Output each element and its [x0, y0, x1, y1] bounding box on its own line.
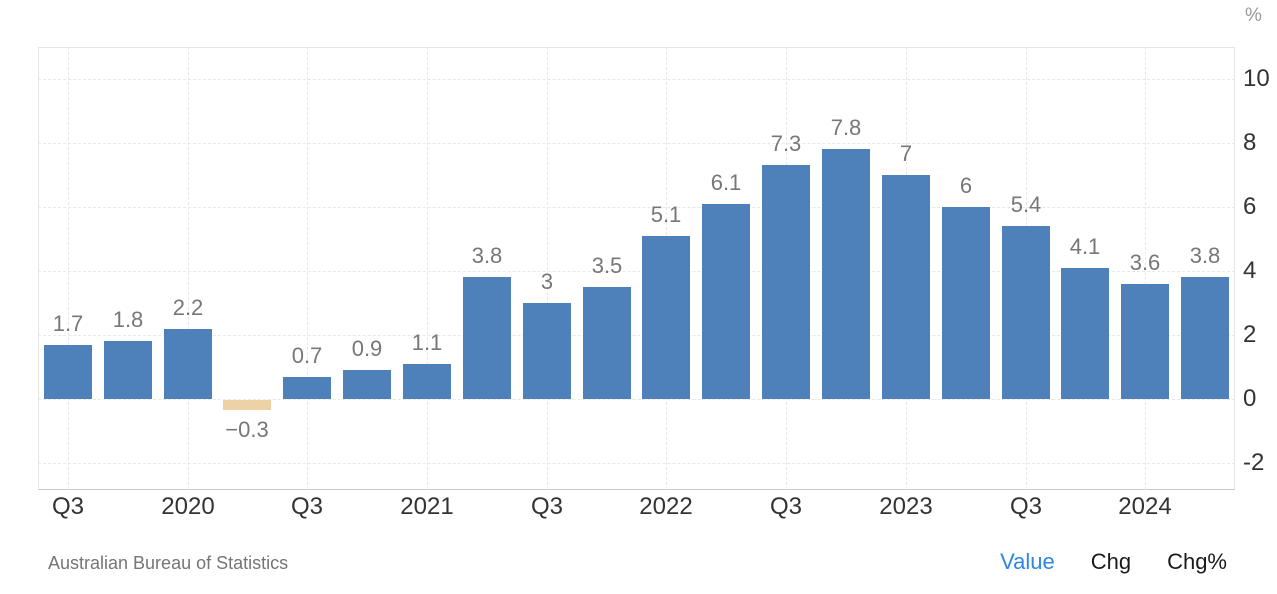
y-axis-tick-label: 2 — [1243, 321, 1257, 348]
data-bar[interactable] — [762, 165, 810, 399]
y-axis-tick-label: 6 — [1243, 193, 1257, 220]
y-axis-tick-label: 4 — [1243, 257, 1257, 284]
bar-value-label: 0.9 — [351, 336, 383, 361]
horizontal-gridline — [38, 79, 1235, 80]
bar-value-label: 5.1 — [650, 202, 682, 227]
data-bar[interactable] — [1181, 277, 1229, 399]
data-bar[interactable] — [44, 345, 92, 399]
bar-value-label: 6 — [959, 173, 973, 198]
x-axis-tick-label: 2023 — [879, 493, 933, 520]
x-axis-tick-label: Q3 — [51, 493, 84, 520]
vertical-gridline — [188, 47, 189, 490]
horizontal-gridline — [38, 143, 1235, 144]
bar-value-label: 3 — [540, 269, 554, 294]
data-bar[interactable] — [1061, 268, 1109, 399]
data-bar[interactable] — [343, 370, 391, 399]
data-bar[interactable] — [942, 207, 990, 399]
x-axis-tick-label: 2020 — [161, 493, 215, 520]
vertical-gridline — [307, 47, 308, 490]
vertical-gridline — [547, 47, 548, 490]
bar-value-label: 1.8 — [112, 307, 144, 332]
data-bar[interactable] — [882, 175, 930, 399]
footer-link-chg[interactable]: Chg — [1090, 549, 1132, 574]
vertical-gridline — [427, 47, 428, 490]
bar-value-label: 1.7 — [52, 311, 84, 336]
horizontal-gridline — [38, 399, 1235, 400]
plot-area — [38, 47, 1235, 490]
bar-value-label: 6.1 — [710, 170, 742, 195]
bar-value-label: 3.8 — [471, 243, 503, 268]
footer-link-chg[interactable]: Chg% — [1167, 549, 1227, 574]
data-bar[interactable] — [583, 287, 631, 399]
bar-value-label: 3.5 — [591, 253, 623, 278]
source-attribution: Australian Bureau of Statistics — [48, 553, 289, 573]
footer-link-value[interactable]: Value — [1000, 549, 1055, 574]
bar-value-label: 0.7 — [291, 343, 323, 368]
x-axis-tick-label: 2022 — [639, 493, 693, 520]
x-axis-tick-label: 2021 — [400, 493, 454, 520]
bar-value-label: 7.8 — [830, 115, 862, 140]
bar-value-label: 1.1 — [411, 330, 443, 355]
x-axis-tick-label: Q3 — [769, 493, 802, 520]
data-bar[interactable] — [223, 400, 271, 410]
vertical-gridline — [1145, 47, 1146, 490]
bar-value-label: 2.2 — [172, 295, 204, 320]
chart-footer: Australian Bureau of Statistics Value Chg… — [48, 549, 1227, 576]
bar-value-label: 3.8 — [1189, 243, 1221, 268]
data-bar[interactable] — [642, 236, 690, 399]
data-bar[interactable] — [283, 377, 331, 399]
data-bar[interactable] — [463, 277, 511, 399]
bar-value-label: 5.4 — [1010, 192, 1042, 217]
data-bar[interactable] — [164, 329, 212, 399]
y-axis-tick-label: 8 — [1243, 129, 1257, 156]
x-axis-tick-label: Q3 — [290, 493, 323, 520]
horizontal-gridline — [38, 463, 1235, 464]
x-axis-tick-label: Q3 — [530, 493, 563, 520]
y-axis-tick-label: 0 — [1243, 385, 1257, 412]
data-bar[interactable] — [403, 364, 451, 399]
data-bar[interactable] — [822, 149, 870, 399]
vertical-gridline — [68, 47, 69, 490]
bar-value-label: 3.6 — [1129, 250, 1161, 275]
horizontal-gridline — [38, 271, 1235, 272]
footer-links: Value Chg Chg% — [1000, 549, 1227, 575]
horizontal-gridline — [38, 207, 1235, 208]
data-bar[interactable] — [523, 303, 571, 399]
y-axis-tick-label: 10 — [1243, 65, 1270, 92]
data-bar[interactable] — [1121, 284, 1169, 399]
data-bar[interactable] — [702, 204, 750, 399]
x-axis-tick-label: 2024 — [1118, 493, 1172, 520]
bar-value-label: 7 — [899, 141, 913, 166]
data-bar[interactable] — [104, 341, 152, 399]
data-bar[interactable] — [1002, 226, 1050, 399]
horizontal-gridline — [38, 335, 1235, 336]
bar-value-label: 4.1 — [1069, 234, 1101, 259]
bar-value-label: 7.3 — [770, 131, 802, 156]
x-axis-tick-label: Q3 — [1009, 493, 1042, 520]
y-axis-unit-label: % — [1245, 5, 1262, 26]
bar-value-label: −0.3 — [225, 417, 269, 442]
y-axis-tick-label: -2 — [1243, 449, 1265, 476]
